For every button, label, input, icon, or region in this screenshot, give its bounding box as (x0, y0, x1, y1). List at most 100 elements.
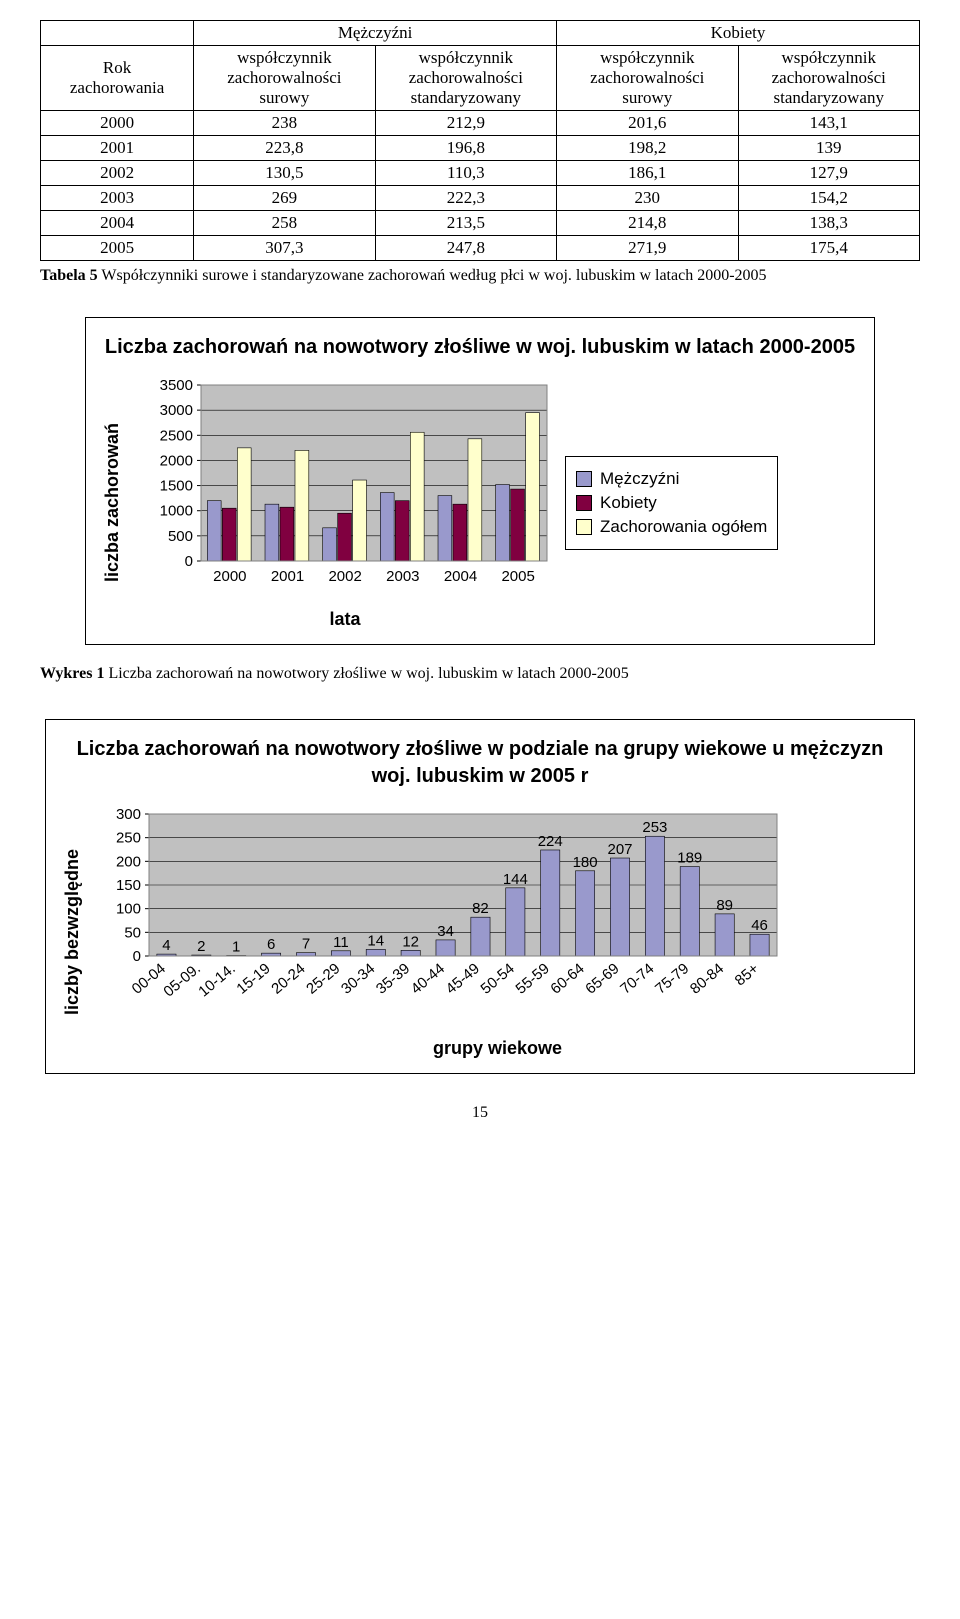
table-value-cell: 230 (557, 186, 738, 211)
legend-item: Kobiety (576, 493, 767, 513)
table-year-cell: 2005 (41, 236, 194, 261)
legend-swatch (576, 519, 592, 535)
page-number: 15 (40, 1104, 920, 1122)
chart1-caption-bold: Wykres 1 (40, 665, 104, 682)
table-value-cell: 214,8 (557, 211, 738, 236)
chart1-bar (222, 509, 236, 562)
legend-label: Mężczyźni (600, 469, 679, 489)
svg-text:200: 200 (116, 854, 141, 871)
chart2-xtick: 55-59 (512, 960, 552, 998)
table-value-cell: 143,1 (738, 111, 919, 136)
svg-text:2005: 2005 (501, 568, 534, 585)
chart2-frame: Liczba zachorowań na nowotwory złośliwe … (45, 719, 915, 1074)
chart1-bar (207, 501, 221, 561)
chart2-value-label: 224 (538, 833, 563, 850)
chart2-value-label: 1 (232, 939, 240, 956)
chart2-value-label: 14 (367, 933, 384, 950)
table-value-cell: 138,3 (738, 211, 919, 236)
chart1-caption-rest: Liczba zachorowań na nowotwory złośliwe … (104, 665, 628, 682)
table-caption: Tabela 5 Współczynniki surowe i standary… (40, 265, 920, 287)
chart1-bar (338, 514, 352, 562)
chart2-bar (331, 951, 350, 956)
chart1-bar (410, 433, 424, 562)
chart2-xtick: 05-09. (160, 960, 204, 1000)
table-year-cell: 2003 (41, 186, 194, 211)
svg-text:500: 500 (168, 528, 193, 545)
chart2-xtick: 80-84 (687, 960, 727, 998)
chart2-ylabel: liczby bezwzględne (60, 804, 85, 1059)
chart1-legend: Mężczyźni Kobiety Zachorowania ogółem (565, 456, 778, 550)
chart2-xlabel: grupy wiekowe (95, 1038, 900, 1059)
data-table: MężczyźniKobiety Rokzachorowania współczyn… (40, 20, 920, 261)
legend-label: Kobiety (600, 493, 657, 513)
table-year-cell: 2004 (41, 211, 194, 236)
chart1-bar (468, 439, 482, 561)
svg-text:3000: 3000 (160, 403, 193, 420)
svg-text:1000: 1000 (160, 503, 193, 520)
table-rowhead-col: Rokzachorowania (41, 46, 194, 111)
chart2-value-label: 12 (402, 934, 419, 951)
svg-text:2500: 2500 (160, 428, 193, 445)
chart2-xtick: 60-64 (547, 960, 587, 998)
table-col-head: współczynnikzachorowalnościstandaryzowan… (375, 46, 556, 111)
chart2-xtick: 20-24 (268, 960, 308, 998)
chart1-ylabel: liczba zachorowań (100, 375, 125, 630)
chart1-bar (265, 505, 279, 562)
chart1-bar (511, 489, 525, 561)
legend-swatch (576, 495, 592, 511)
chart2-bar (541, 850, 560, 956)
table-value-cell: 154,2 (738, 186, 919, 211)
table-value-cell: 222,3 (375, 186, 556, 211)
table-value-cell: 213,5 (375, 211, 556, 236)
chart2-bar (436, 940, 455, 956)
chart2-value-label: 144 (503, 871, 528, 888)
chart2-value-label: 189 (677, 850, 702, 867)
chart2-xtick: 35-39 (373, 960, 413, 998)
svg-text:2000: 2000 (160, 453, 193, 470)
svg-text:3500: 3500 (160, 377, 193, 394)
table-value-cell: 247,8 (375, 236, 556, 261)
table-value-cell: 130,5 (194, 161, 375, 186)
chart2-xtick: 10-14. (195, 960, 239, 1000)
legend-label: Zachorowania ogółem (600, 517, 767, 537)
svg-text:2002: 2002 (328, 568, 361, 585)
svg-text:250: 250 (116, 830, 141, 847)
chart1-frame: Liczba zachorowań na nowotwory złośliwe … (85, 317, 875, 645)
table-group-head: Mężczyźni (194, 21, 557, 46)
chart2-xtick: 75-79 (652, 960, 692, 998)
chart2-value-label: 4 (162, 937, 170, 954)
table-value-cell: 139 (738, 136, 919, 161)
chart1-bar (380, 493, 394, 561)
table-year-cell: 2000 (41, 111, 194, 136)
table-col-head: współczynnikzachorowalnościsurowy (557, 46, 738, 111)
chart2-xtick: 00-04 (129, 960, 169, 998)
svg-text:1500: 1500 (160, 478, 193, 495)
chart2-value-label: 7 (302, 936, 310, 953)
chart2-bar (680, 867, 699, 956)
chart2-value-label: 207 (607, 841, 632, 858)
chart2-value-label: 82 (472, 901, 489, 918)
svg-text:2000: 2000 (213, 568, 246, 585)
table-value-cell: 271,9 (557, 236, 738, 261)
chart2-value-label: 34 (437, 923, 454, 940)
chart2-xtick: 45-49 (443, 960, 483, 998)
chart2-value-label: 11 (333, 934, 349, 951)
chart1-bar (526, 413, 540, 561)
chart1-title: Liczba zachorowań na nowotwory złośliwe … (100, 334, 860, 361)
chart2-xtick: 15-19 (233, 960, 273, 998)
chart2-plot: 050100150200250300400-04205-09.110-14.61… (95, 804, 785, 1034)
chart2-bar (401, 951, 420, 957)
chart1-bar (323, 528, 337, 561)
chart1-bar (496, 485, 510, 561)
table-group-head: Kobiety (557, 21, 920, 46)
chart2-bar (366, 950, 385, 957)
chart2-bar (506, 888, 525, 956)
chart2-xtick: 40-44 (408, 960, 448, 998)
chart1-bar (280, 508, 294, 562)
chart2-xtick: 85+ (732, 960, 763, 990)
table-value-cell: 110,3 (375, 161, 556, 186)
table-value-cell: 258 (194, 211, 375, 236)
svg-text:2003: 2003 (386, 568, 419, 585)
legend-item: Zachorowania ogółem (576, 517, 767, 537)
chart2-value-label: 253 (642, 820, 667, 837)
